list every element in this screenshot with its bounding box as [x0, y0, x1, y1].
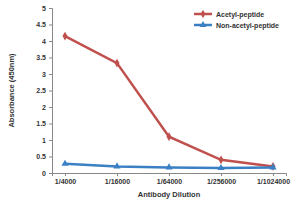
y-tick-label: 3.5 — [36, 54, 46, 61]
y-tick-mark — [49, 124, 52, 125]
series-marker — [114, 59, 119, 68]
series-group — [61, 32, 276, 171]
y-tick-mark — [49, 58, 52, 59]
x-tick: 1/64000 — [157, 173, 182, 185]
y-tick-mark — [49, 41, 52, 42]
legend: Acetyl-peptide Non-acetyl-peptide — [194, 10, 279, 30]
y-tick: 1 — [42, 137, 52, 144]
x-tick-label: 1/256000 — [207, 178, 236, 185]
series-marker — [166, 132, 171, 141]
x-tick-label: 1/16000 — [105, 178, 130, 185]
y-tick: 3.5 — [36, 54, 52, 61]
series-marker — [113, 162, 120, 168]
series-marker — [269, 163, 276, 169]
y-tick: 2.5 — [36, 87, 52, 94]
y-tick: 1.5 — [36, 120, 52, 127]
x-tick: 1/1024000 — [257, 173, 290, 185]
y-tick-label: 5 — [42, 5, 46, 12]
x-tick: 1/16000 — [105, 173, 130, 185]
y-tick-label: 0.5 — [36, 153, 46, 160]
legend-label: Acetyl-peptide — [216, 11, 264, 19]
y-tick-label: 1 — [42, 137, 46, 144]
plot: 0 0.5 1 1.5 2 2.5 3 3.5 4 4.5 5 1/4000 1/16000 1/6400… — [36, 5, 290, 185]
y-tick-mark — [49, 107, 52, 108]
legend-marker — [201, 10, 206, 18]
x-tick-label: 1/64000 — [157, 178, 182, 185]
legend-label: Non-acetyl-peptide — [216, 22, 279, 30]
series-marker — [165, 163, 172, 169]
y-tick-mark — [49, 157, 52, 158]
x-tick: 1/4000 — [55, 173, 77, 185]
y-tick-label: 4 — [42, 38, 46, 45]
y-tick-label: 2 — [42, 104, 46, 111]
y-tick: 3 — [42, 71, 52, 78]
x-tick-mark — [273, 173, 274, 176]
y-tick-label: 3 — [42, 71, 46, 78]
y-tick-mark — [49, 25, 52, 26]
y-tick-label: 4.5 — [36, 21, 46, 28]
y-tick: 2 — [42, 104, 52, 111]
y-axis-title: Absorbance (450nm) — [7, 53, 16, 128]
y-tick: 4 — [42, 38, 52, 45]
series-marker — [61, 160, 68, 166]
chart: 0 0.5 1 1.5 2 2.5 3 3.5 4 4.5 5 1/4000 1/16000 1/6400… — [0, 0, 294, 200]
y-tick-mark — [49, 91, 52, 92]
x-tick-label: 1/4000 — [55, 178, 77, 185]
y-tick-mark — [49, 8, 52, 9]
x-axis-title: Antibody Dilution — [138, 190, 201, 199]
y-tick: 0.5 — [36, 153, 52, 160]
y-tick-mark — [49, 74, 52, 75]
series-marker — [62, 32, 67, 41]
x-tick-mark — [65, 173, 66, 176]
legend-marker — [200, 21, 207, 27]
y-tick-mark — [49, 140, 52, 141]
y-tick-label: 1.5 — [36, 120, 46, 127]
x-tick-mark — [169, 173, 170, 176]
x-axis-line — [53, 174, 287, 177]
x-tick-mark — [117, 173, 118, 176]
series-marker — [217, 164, 224, 170]
y-tick-label: 0 — [42, 170, 46, 177]
x-axis: 1/4000 1/16000 1/64000 1/256000 1/1024000 — [53, 173, 291, 185]
y-tick: 0 — [42, 170, 52, 177]
series-line — [65, 36, 273, 166]
y-tick: 4.5 — [36, 21, 52, 28]
x-tick: 1/256000 — [207, 173, 236, 185]
y-tick-mark — [49, 173, 52, 174]
y-axis-line — [49, 9, 53, 174]
x-tick-label: 1/1024000 — [257, 178, 290, 185]
y-tick-label: 2.5 — [36, 87, 46, 94]
y-axis: 0 0.5 1 1.5 2 2.5 3 3.5 4 4.5 5 — [36, 5, 52, 177]
y-tick: 5 — [42, 5, 52, 12]
series-marker — [218, 155, 223, 164]
x-tick-mark — [221, 173, 222, 176]
